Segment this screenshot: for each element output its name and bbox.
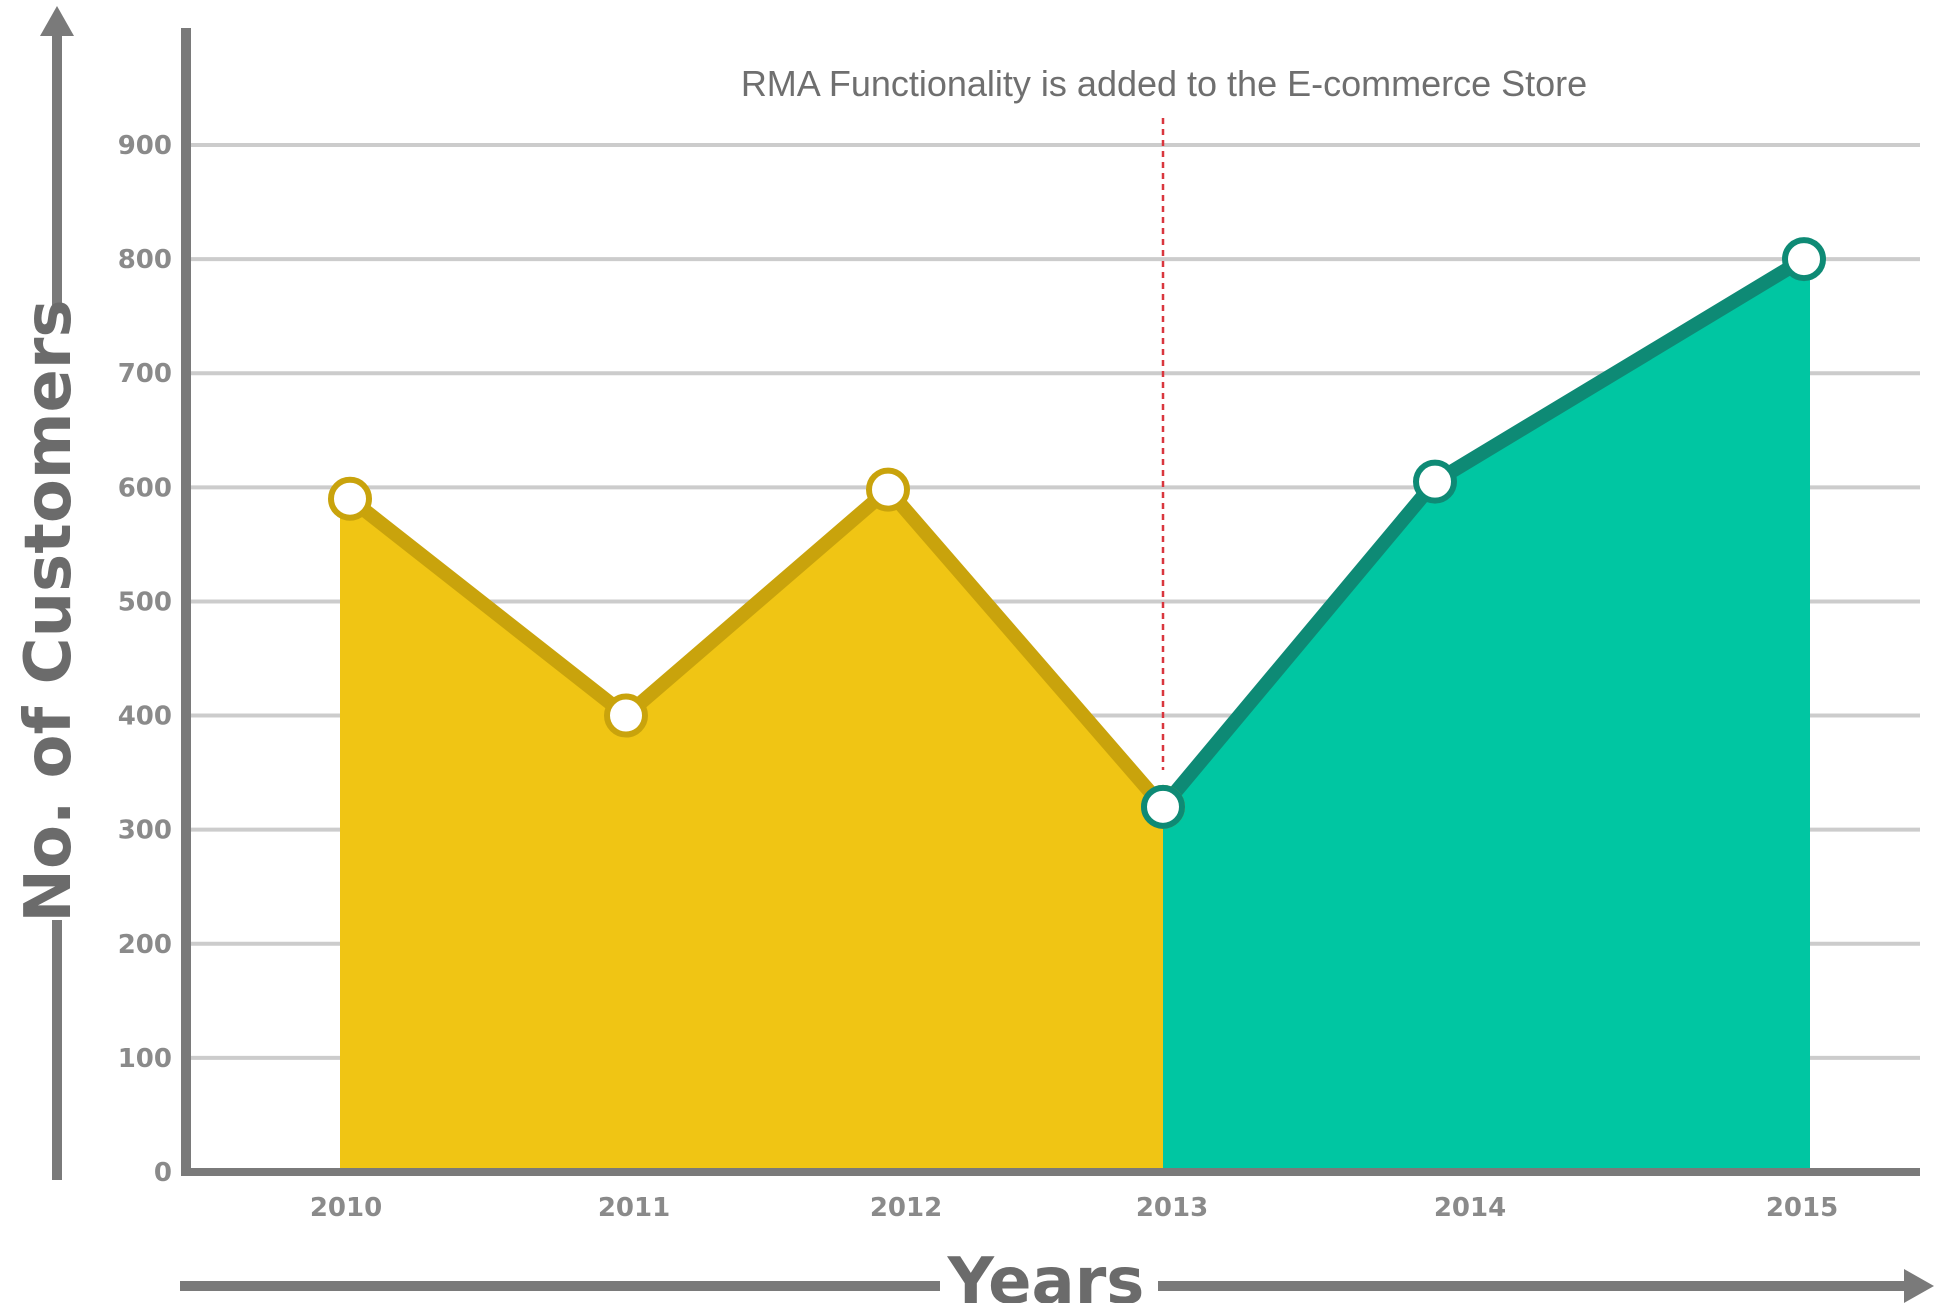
x-tick-label: 2013 xyxy=(1136,1193,1208,1223)
data-point xyxy=(604,693,648,738)
x-tick-label: 2012 xyxy=(870,1193,942,1223)
y-tick-label: 100 xyxy=(118,1044,172,1074)
x-tick-label: 2011 xyxy=(598,1193,670,1223)
y-tick-labels: 0 100 200 300 400 500 600 700 800 900 xyxy=(118,131,172,1188)
data-point xyxy=(328,476,372,521)
data-point xyxy=(1782,237,1826,282)
x-tick-label: 2015 xyxy=(1766,1193,1838,1223)
x-axis-arrowhead xyxy=(1904,1269,1934,1303)
annotation-text: RMA Functionality is added to the E-comm… xyxy=(741,63,1587,104)
data-point xyxy=(1141,784,1185,829)
y-tick-label: 500 xyxy=(118,587,172,617)
x-tick-label: 2014 xyxy=(1434,1193,1506,1223)
y-tick-label: 300 xyxy=(118,816,172,846)
y-tick-label: 200 xyxy=(118,930,172,960)
x-axis-title: Years xyxy=(947,1245,1145,1303)
y-tick-label: 600 xyxy=(118,473,172,503)
data-point xyxy=(1413,459,1457,504)
y-tick-label: 0 xyxy=(154,1158,172,1188)
data-point xyxy=(866,467,910,512)
annotation: RMA Functionality is added to the E-comm… xyxy=(741,63,1587,770)
series-line-1 xyxy=(343,482,1170,814)
x-tick-labels: 2010 2011 2012 2013 2014 2015 xyxy=(310,1193,1838,1223)
y-tick-label: 400 xyxy=(118,702,172,732)
y-axis-title: No. of Customers xyxy=(12,299,86,922)
y-tick-label: 900 xyxy=(118,131,172,161)
data-points xyxy=(328,237,1826,829)
x-tick-label: 2010 xyxy=(310,1193,382,1223)
area-fill-series-2 xyxy=(1163,259,1810,1173)
y-tick-label: 700 xyxy=(118,359,172,389)
axis-titles: No. of Customers Years xyxy=(12,6,1934,1308)
axes xyxy=(181,28,1920,1176)
y-axis-arrowhead xyxy=(40,6,74,36)
y-tick-label: 800 xyxy=(118,245,172,275)
